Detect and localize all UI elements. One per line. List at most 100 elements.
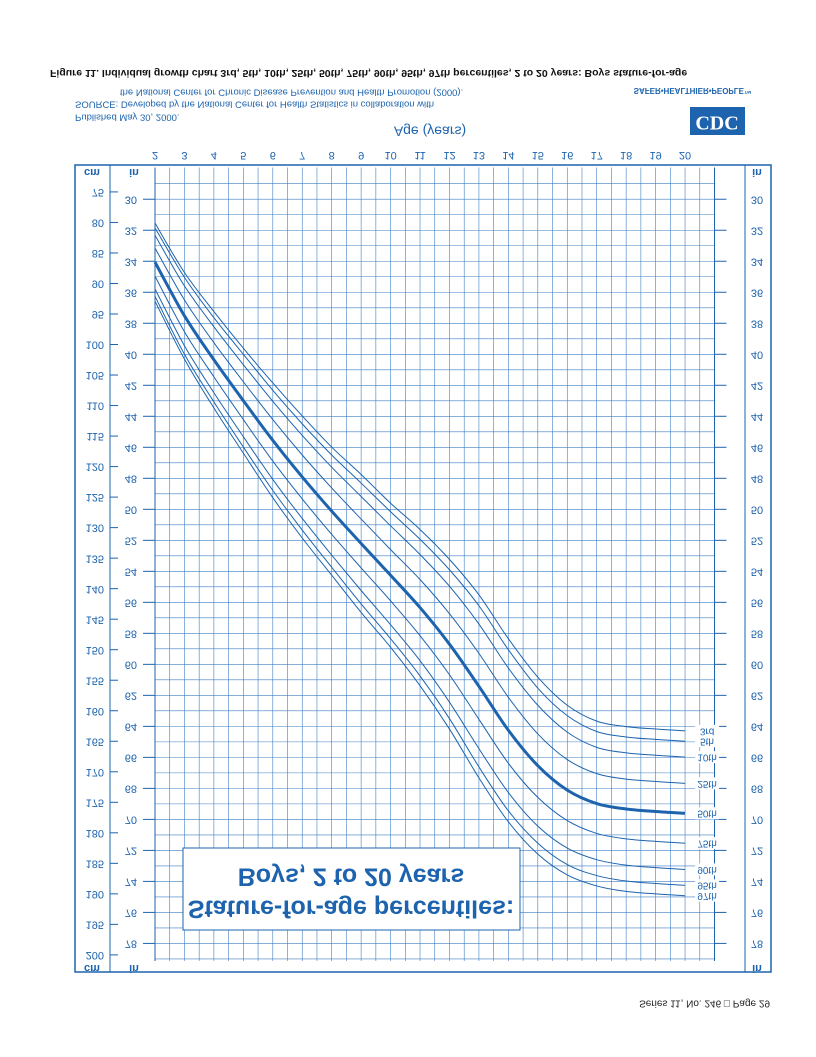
y2-tick-label: 32 [125,224,137,236]
y2-tick-label: 70 [751,813,763,825]
y2-tick-label: 66 [751,751,763,763]
y2-tick-label: 40 [125,348,137,360]
y2-tick-label: 36 [125,286,137,298]
x-tick-label: 10 [384,149,396,161]
chart-subtitle: Boys, 2 to 20 years [238,862,465,890]
x-tick-label: 11 [414,149,425,161]
y2-tick-label: 78 [751,938,763,950]
percentile-curve [154,288,686,870]
y2-tick-label: 42 [125,379,137,391]
y2-tick-label: 30 [751,193,763,205]
source-line: SOURCE: Developed by the National Center… [75,98,434,109]
y-tick-label: 200 [86,949,104,961]
y2-tick-label: 46 [751,441,763,453]
chart-title: Stature-for-age percentiles: [188,894,514,922]
curve-label-bg [695,724,720,737]
y-tick-label: 195 [86,918,104,930]
curve-label: 95th [697,880,716,891]
y-tick-label: 175 [86,796,104,808]
y-tick-label: 120 [86,461,104,473]
y2-tick-label: 58 [751,627,763,639]
y-tick-label: 95 [92,308,104,320]
y2-tick-label: 50 [125,503,137,515]
x-tick-label: 4 [211,149,217,161]
x-axis-title: Age (years) [394,123,466,139]
percentile-curve [154,227,686,742]
curve-label: 5th [700,736,714,747]
y-tick-label: 155 [86,674,104,686]
y2-tick-label: 72 [125,844,137,856]
x-tick-label: 18 [620,149,632,161]
y-tick-label: 130 [86,522,104,534]
page-footer: Series 11, No. 246 □ Page 29 [639,997,770,1008]
y2-tick-label: 68 [751,782,763,794]
percentile-curve [154,275,686,844]
y2-tick-label: 44 [125,410,137,422]
chart-frame [74,164,772,973]
y2-tick-label: 66 [125,751,137,763]
y2-tick-label: 76 [125,907,137,919]
x-tick-label: 7 [299,149,305,161]
y2-tick-label: 40 [751,348,763,360]
percentile-curve [154,247,686,784]
published-note: Published May 30, 2000. [75,111,180,122]
y2-tick-label: 30 [125,193,137,205]
y-tick-label: 150 [86,644,104,656]
y2-tick-label: 48 [125,472,137,484]
percentile-curve [154,296,686,886]
y-tick-label: 90 [92,278,104,290]
y2-tick-label: 34 [125,255,137,267]
x-tick-label: 13 [473,149,485,161]
y-tick-label: 185 [86,857,104,869]
y2-axis-unit: in [129,166,139,178]
y2-tick-label: 72 [751,844,763,856]
curve-label-bg [695,735,720,748]
percentile-curve [154,235,686,758]
y-tick-label: 75 [92,186,104,198]
y-axis-unit: cm [84,962,100,974]
curve-label: 50th [697,808,716,819]
y2-tick-label: 52 [125,534,137,546]
x-tick-label: 6 [270,149,276,161]
curve-label-bg [695,879,720,892]
curve-label: 25th [697,778,716,789]
y-tick-label: 85 [92,247,104,259]
figure-caption: Figure 11. Individual growth chart 3rd, … [50,67,687,79]
x-tick-label: 5 [240,149,246,161]
y2-tick-label: 60 [751,658,763,670]
y2-tick-label: 58 [125,627,137,639]
y2-tick-label: 54 [751,565,763,577]
y2-tick-label: 74 [125,875,137,887]
curve-label-bg [695,777,720,790]
x-tick-label: 16 [561,149,573,161]
y2-tick-label: 42 [751,379,763,391]
source-line: the National Center for Chronic Disease … [120,86,463,97]
curve-label-bg [695,863,720,876]
y-tick-label: 165 [86,735,104,747]
y2-tick-label: 70 [125,813,137,825]
cdc-logo [690,107,745,135]
y2-tick-label: 36 [751,286,763,298]
y-tick-label: 190 [86,888,104,900]
x-tick-label: 20 [679,149,691,161]
x-tick-label: 2 [152,149,158,161]
tagline: SAFER•HEALTHIER•PEOPLE™ [634,86,752,95]
y-tick-label: 105 [86,369,104,381]
y2-tick-label: 68 [125,782,137,794]
y2-axis-unit: in [752,166,762,178]
y-tick-label: 170 [86,766,104,778]
title-box [182,847,521,931]
y2-tick-label: 50 [751,503,763,515]
x-tick-label: 8 [329,149,335,161]
logo-text: CDC [695,111,738,133]
y-tick-label: 115 [86,430,104,442]
x-tick-label: 9 [358,149,364,161]
percentile-curve [153,261,686,815]
percentile-curve [154,222,686,732]
y-tick-label: 100 [86,339,104,351]
y2-axis-unit: in [752,962,762,974]
y2-tick-label: 46 [125,441,137,453]
x-tick-label: 14 [502,149,514,161]
y2-tick-label: 60 [125,658,137,670]
